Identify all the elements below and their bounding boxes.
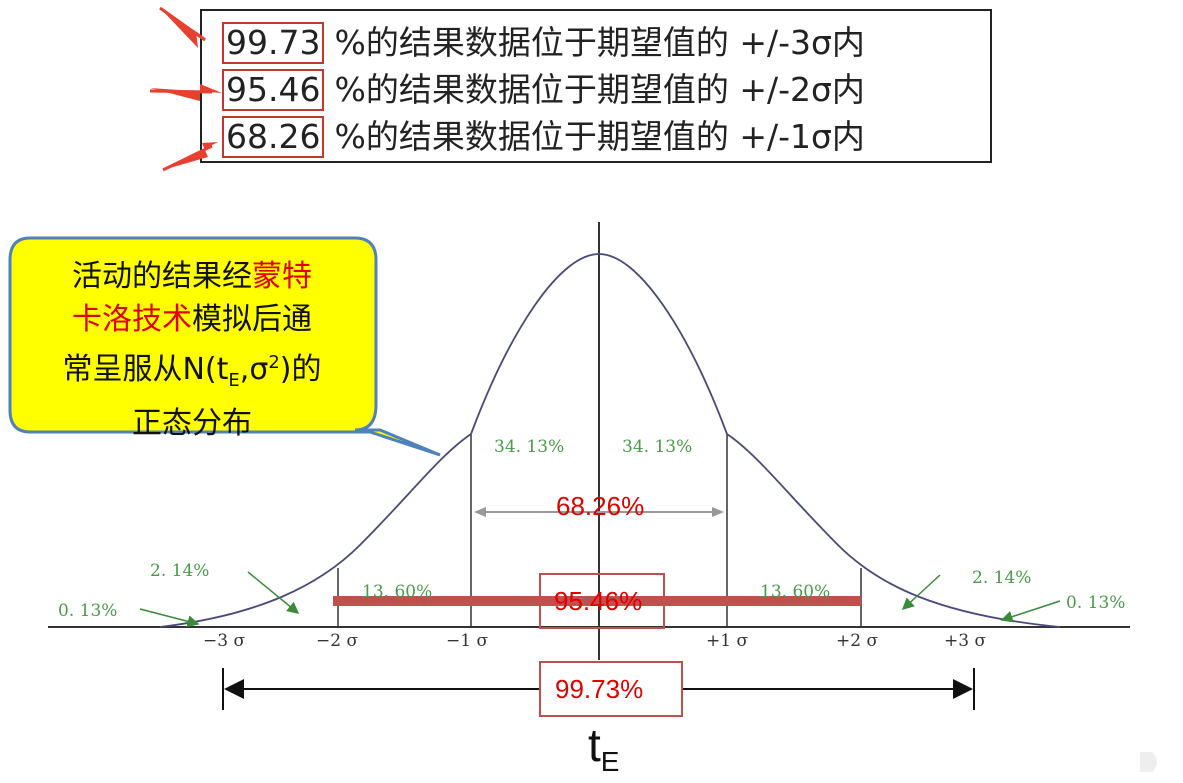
tick-plus-2-sigma: +2 σ (836, 631, 878, 651)
range-label-99-73: 99.73% (555, 674, 643, 704)
tick-plus-3-sigma: +3 σ (944, 631, 986, 651)
label-0-13-right: 0. 13% (1066, 593, 1125, 613)
label-34-13-right: 34. 13% (622, 437, 692, 457)
range-two-sigma-label-box (539, 573, 665, 629)
label-0-13-left: 0. 13% (58, 601, 117, 621)
callout-line-4: 正态分布 (132, 406, 252, 441)
header-row-text: %的结果数据位于期望值的 +/-3σ内 (334, 23, 865, 62)
arrow-2-14-right (901, 574, 941, 611)
callout-line-1: 活动的结果经蒙特 (72, 259, 312, 294)
range-two-sigma-bar (333, 596, 861, 606)
label-34-13-left: 34. 13% (494, 437, 564, 457)
label-2-14-right: 2. 14% (972, 568, 1031, 588)
tick-minus-1-sigma: −1 σ (446, 631, 488, 651)
range-one-sigma-arrow-left (474, 507, 486, 517)
header-row-text: %的结果数据位于期望值的 +/-1σ内 (334, 117, 865, 156)
range-label-68-26: 68.26% (556, 491, 644, 521)
callout-text: 活动的结果经蒙特 卡洛技术模拟后通 常呈服从N(tE,σ2)的 正态分布 (22, 255, 362, 445)
range-label-95-46: 95.46% (554, 586, 642, 616)
callout-line-3: 常呈服从N(tE,σ2)的 (62, 352, 322, 391)
range-one-sigma-arrow-right (712, 507, 724, 517)
arrow-2-14-left (247, 571, 300, 614)
header-row-1sigma: 68.26 %的结果数据位于期望值的 +/-1σ内 (222, 115, 865, 159)
percent-box-68-26: 68.26 (222, 116, 325, 158)
te-label: tE (588, 719, 620, 777)
header-row-3sigma: 99.73 %的结果数据位于期望值的 +/-3σ内 (222, 21, 865, 65)
arrow-0-13-left (139, 608, 200, 628)
header-row-2sigma: 95.46 %的结果数据位于期望值的 +/-2σ内 (222, 68, 865, 112)
label-2-14-left: 2. 14% (150, 561, 209, 581)
label-13-60-right: 13. 60% (760, 582, 830, 602)
percent-box-95-46: 95.46 (222, 69, 325, 111)
callout-line-2: 卡洛技术模拟后通 (72, 302, 312, 337)
header-box: 99.73 %的结果数据位于期望值的 +/-3σ内 95.46 %的结果数据位于期望… (200, 9, 992, 163)
red-pointer-arrows (149, 6, 222, 172)
arrow-0-13-right (1000, 600, 1061, 623)
tick-minus-3-sigma: −3 σ (203, 631, 245, 651)
percent-box-99-73: 99.73 (222, 22, 325, 64)
slide-corner-mark (1140, 752, 1157, 772)
range-three-sigma-label-box (539, 661, 683, 717)
header-row-text: %的结果数据位于期望值的 +/-2σ内 (334, 70, 865, 109)
label-13-60-left: 13. 60% (362, 582, 432, 602)
callout-bubble (8, 236, 441, 457)
bell-curve (159, 253, 1061, 628)
tick-plus-1-sigma: +1 σ (706, 631, 748, 651)
tick-minus-2-sigma: −2 σ (316, 631, 358, 651)
